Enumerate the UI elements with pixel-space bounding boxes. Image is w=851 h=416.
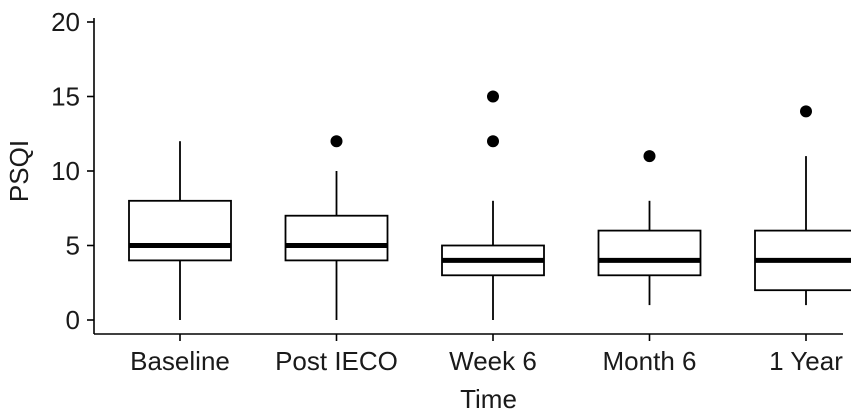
y-tick-label: 0 — [66, 305, 80, 335]
y-tick-label: 5 — [66, 231, 80, 261]
y-tick-label: 10 — [51, 156, 80, 186]
y-axis: 0 5 10 15 20 — [51, 7, 95, 335]
x-tick-label: Week 6 — [449, 346, 537, 376]
box-group — [597, 150, 702, 306]
box-iqr — [128, 199, 232, 262]
outlier-point — [487, 135, 499, 148]
boxes — [128, 90, 851, 320]
box-group — [754, 105, 851, 306]
outlier-point — [487, 90, 499, 103]
outlier-point — [330, 135, 343, 148]
outlier-point — [800, 105, 812, 118]
box-iqr — [284, 214, 389, 262]
x-tick-label: Post IECO — [275, 346, 398, 376]
outlier-point — [643, 150, 656, 163]
box-iqr — [597, 229, 702, 277]
box-group — [128, 141, 232, 320]
y-tick-label: 15 — [51, 82, 80, 112]
y-tick-label: 20 — [51, 7, 80, 37]
x-tick-label: Baseline — [130, 346, 230, 376]
x-axis: Baseline Post IECO Week 6 Month 6 1 Year — [94, 333, 843, 376]
y-axis-title: PSQI — [4, 140, 34, 202]
x-tick-label: Month 6 — [603, 346, 697, 376]
box-group — [284, 135, 389, 320]
box-group — [441, 90, 545, 320]
x-tick-label: 1 Year — [769, 346, 843, 376]
x-axis-title: Time — [460, 384, 517, 414]
